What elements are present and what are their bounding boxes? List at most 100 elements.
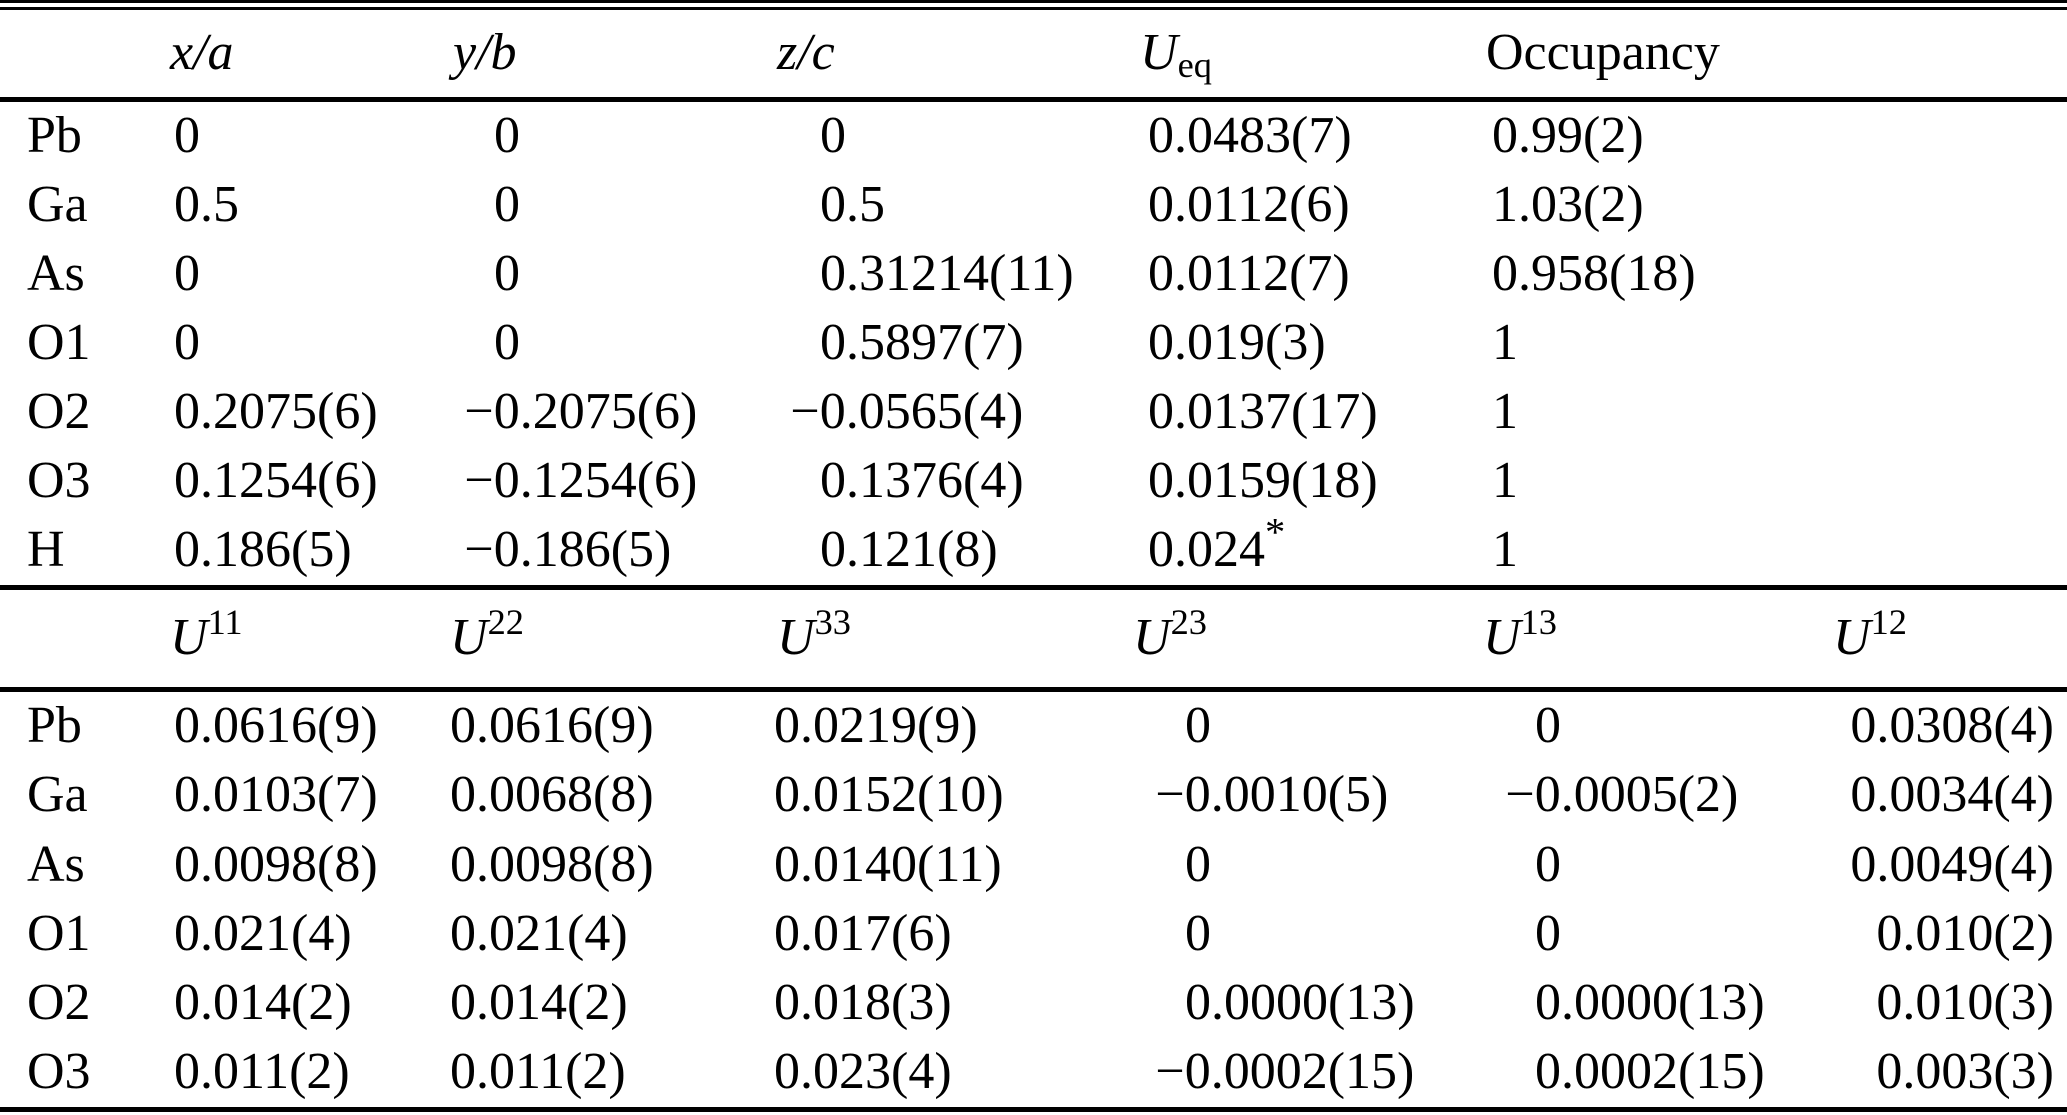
asterisk-superscript: *: [1265, 509, 1286, 555]
u-symbol: U: [777, 609, 815, 667]
cell-ueq: 0.0483(7): [1148, 107, 1352, 165]
table2-body: Pb 0.0616(9) 0.0616(9) 0.0219(9) 0 0 0.0…: [0, 692, 2067, 1107]
ueq-symbol: U: [1140, 24, 1178, 82]
top-rule-lower: [0, 7, 2067, 10]
table2-header-rule: [0, 687, 2067, 692]
cell-atom: As: [27, 245, 85, 303]
cell-u23: −0.0010(5): [1155, 766, 1389, 824]
cell-occupancy: 1: [1492, 383, 1518, 441]
header-u13: U13: [1483, 604, 1833, 667]
cell-xa: 0: [174, 314, 200, 372]
cell-u23: 0: [1185, 904, 1211, 962]
cell-zc: −0.0565(4): [790, 383, 1024, 441]
header-u12: U12: [1833, 604, 2067, 667]
cell-yb: 0: [494, 107, 520, 165]
cell-yb: 0: [494, 314, 520, 372]
cell-u22: 0.0098(8): [450, 835, 654, 893]
cell-u22: 0.011(2): [450, 1043, 626, 1101]
table1-body: Pb 0 0 0 0.0483(7) 0.99(2) Ga 0.5 0 0.5 …: [0, 102, 2067, 585]
cell-u11: 0.011(2): [174, 1043, 350, 1101]
cell-u11: 0.0616(9): [174, 697, 378, 755]
u-symbol: U: [1483, 609, 1521, 667]
cell-atom: Ga: [27, 176, 88, 234]
cell-atom: Pb: [27, 697, 82, 755]
cell-atom: O3: [27, 1043, 91, 1101]
cell-atom: As: [27, 835, 85, 893]
u13-superscript: 13: [1520, 602, 1557, 643]
bottom-rule: [0, 1107, 2067, 1112]
cell-u11: 0.0103(7): [174, 766, 378, 824]
cell-zc: 0.1376(4): [820, 452, 1024, 510]
u-symbol: U: [1833, 609, 1871, 667]
cell-occupancy: 0.958(18): [1492, 245, 1696, 303]
cell-zc: 0.121(8): [820, 521, 998, 579]
cell-u12: 0.0308(4): [1850, 697, 2054, 755]
table1-header-rule: [0, 97, 2067, 102]
cell-xa: 0.186(5): [174, 521, 352, 579]
cell-u13: 0.0002(15): [1535, 1043, 1765, 1101]
cell-atom: O2: [27, 973, 91, 1031]
cell-u13: 0: [1535, 904, 1561, 962]
cell-u22: 0.021(4): [450, 904, 628, 962]
table1-header-row: x/a y/b z/c Ueq Occupancy: [0, 10, 2067, 97]
cell-u12: 0.0034(4): [1850, 766, 2054, 824]
cell-ueq: 0.019(3): [1148, 314, 1326, 372]
cell-atom: Pb: [27, 107, 82, 165]
cell-occupancy: 1: [1492, 314, 1518, 372]
cell-u33: 0.023(4): [774, 1043, 952, 1101]
u22-superscript: 22: [487, 602, 524, 643]
cell-occupancy: 1.03(2): [1492, 176, 1644, 234]
cell-u23: 0: [1185, 697, 1211, 755]
cell-u12: 0.010(3): [1876, 973, 2054, 1031]
cell-occupancy: 1: [1492, 521, 1518, 579]
header-xa: x/a: [170, 24, 234, 82]
header-u33: U33: [777, 604, 1133, 667]
cell-ueq-fixed: 0.024*: [1148, 512, 1492, 578]
header-occupancy: Occupancy: [1486, 24, 1720, 82]
top-rule-upper: [0, 0, 2067, 3]
cell-u11: 0.014(2): [174, 973, 352, 1031]
header-u22: U22: [450, 604, 777, 667]
header-ueq: Ueq: [1140, 24, 1486, 83]
cell-ueq: 0.0112(7): [1148, 245, 1350, 303]
cell-ueq: 0.0159(18): [1148, 452, 1378, 510]
cell-zc: 0.5897(7): [820, 314, 1024, 372]
cell-u12: 0.0049(4): [1850, 835, 2054, 893]
u12-superscript: 12: [1870, 602, 1907, 643]
cell-u33: 0.0219(9): [774, 697, 978, 755]
cell-u33: 0.018(3): [774, 973, 952, 1031]
u33-superscript: 33: [814, 602, 851, 643]
cell-ueq: 0.0112(6): [1148, 176, 1350, 234]
header-zc: z/c: [777, 24, 835, 82]
cell-xa: 0: [174, 107, 200, 165]
cell-occupancy: 0.99(2): [1492, 107, 1644, 165]
cell-u13: 0: [1535, 697, 1561, 755]
cell-u22: 0.0616(9): [450, 697, 654, 755]
cell-occupancy: 1: [1492, 452, 1518, 510]
cell-atom: Ga: [27, 766, 88, 824]
cell-zc: 0.31214(11): [820, 245, 1074, 303]
cell-ueq: 0.0137(17): [1148, 383, 1378, 441]
u-symbol: U: [450, 609, 488, 667]
cell-u13: 0.0000(13): [1535, 973, 1765, 1031]
u-symbol: U: [1133, 609, 1171, 667]
cell-u11: 0.021(4): [174, 904, 352, 962]
cell-u33: 0.0140(11): [774, 835, 1002, 893]
cell-u23: 0: [1185, 835, 1211, 893]
cell-atom: O2: [27, 383, 91, 441]
cell-atom: O1: [27, 314, 91, 372]
cell-zc: 0: [820, 107, 846, 165]
u11-superscript: 11: [207, 602, 243, 643]
header-yb: y/b: [453, 24, 517, 82]
cell-u12: 0.003(3): [1876, 1043, 2054, 1101]
cell-u33: 0.017(6): [774, 904, 952, 962]
cell-yb: −0.1254(6): [464, 452, 698, 510]
cell-atom: O3: [27, 452, 91, 510]
cell-u13: −0.0005(2): [1505, 766, 1739, 824]
cell-u23: 0.0000(13): [1185, 973, 1415, 1031]
cell-yb: −0.2075(6): [464, 383, 698, 441]
cell-u33: 0.0152(10): [774, 766, 1004, 824]
cell-atom: H: [27, 521, 65, 579]
u-symbol: U: [170, 609, 208, 667]
